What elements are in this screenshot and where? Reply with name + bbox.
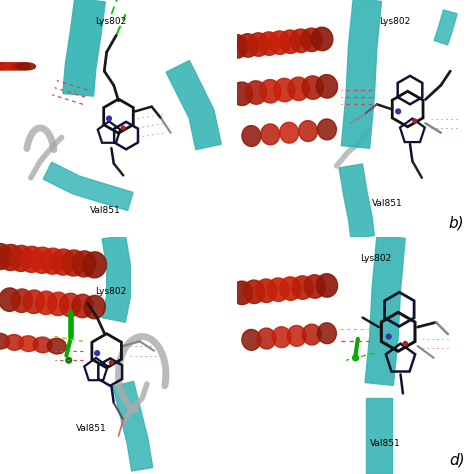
- Circle shape: [396, 109, 401, 114]
- Ellipse shape: [19, 336, 38, 352]
- Ellipse shape: [318, 323, 337, 344]
- Ellipse shape: [242, 329, 261, 350]
- Circle shape: [107, 116, 111, 121]
- Ellipse shape: [20, 246, 44, 273]
- Ellipse shape: [316, 74, 337, 98]
- Text: Lys802: Lys802: [95, 287, 126, 296]
- Ellipse shape: [60, 293, 81, 317]
- Ellipse shape: [316, 273, 337, 297]
- Ellipse shape: [237, 34, 258, 57]
- Ellipse shape: [280, 30, 301, 54]
- Ellipse shape: [72, 251, 96, 277]
- Ellipse shape: [299, 121, 318, 141]
- Ellipse shape: [273, 78, 295, 102]
- Ellipse shape: [47, 292, 69, 316]
- Circle shape: [109, 361, 113, 365]
- Ellipse shape: [227, 35, 248, 58]
- Circle shape: [121, 126, 125, 130]
- Ellipse shape: [311, 27, 333, 51]
- Text: Val851: Val851: [76, 424, 107, 433]
- Ellipse shape: [301, 28, 322, 52]
- Ellipse shape: [290, 29, 311, 53]
- Ellipse shape: [257, 328, 276, 349]
- Circle shape: [66, 357, 72, 363]
- Circle shape: [95, 351, 100, 356]
- Polygon shape: [366, 398, 392, 474]
- Ellipse shape: [255, 279, 277, 302]
- Ellipse shape: [272, 327, 291, 347]
- Polygon shape: [341, 0, 382, 148]
- Ellipse shape: [47, 338, 66, 354]
- Ellipse shape: [83, 252, 107, 278]
- Ellipse shape: [261, 124, 280, 145]
- Ellipse shape: [268, 278, 289, 301]
- Ellipse shape: [23, 290, 45, 313]
- Circle shape: [353, 355, 358, 361]
- Text: Lys802: Lys802: [360, 254, 392, 263]
- Text: b): b): [449, 216, 465, 230]
- Polygon shape: [102, 235, 130, 322]
- Ellipse shape: [30, 247, 54, 273]
- Ellipse shape: [1, 63, 20, 70]
- Ellipse shape: [318, 119, 337, 140]
- Polygon shape: [339, 164, 374, 238]
- Text: Lys802: Lys802: [95, 17, 126, 26]
- Ellipse shape: [11, 289, 32, 312]
- Ellipse shape: [0, 244, 12, 270]
- Circle shape: [413, 119, 417, 123]
- Ellipse shape: [0, 333, 9, 349]
- Circle shape: [386, 334, 391, 339]
- Ellipse shape: [243, 280, 264, 303]
- Ellipse shape: [51, 249, 75, 275]
- Ellipse shape: [280, 277, 301, 301]
- Ellipse shape: [9, 246, 33, 272]
- Ellipse shape: [304, 275, 326, 298]
- Ellipse shape: [288, 77, 309, 100]
- Ellipse shape: [269, 31, 291, 55]
- Ellipse shape: [246, 81, 267, 104]
- Text: Val851: Val851: [90, 206, 121, 215]
- Polygon shape: [434, 10, 457, 45]
- Ellipse shape: [287, 326, 306, 346]
- Text: Val851: Val851: [372, 199, 403, 208]
- Ellipse shape: [6, 63, 25, 70]
- Ellipse shape: [242, 126, 261, 146]
- Ellipse shape: [11, 63, 30, 70]
- Ellipse shape: [5, 335, 24, 350]
- Ellipse shape: [302, 324, 321, 345]
- Polygon shape: [43, 162, 133, 210]
- Text: d): d): [449, 453, 465, 467]
- Ellipse shape: [302, 76, 323, 100]
- Ellipse shape: [280, 122, 299, 143]
- Polygon shape: [166, 61, 221, 150]
- Ellipse shape: [33, 337, 52, 353]
- Ellipse shape: [84, 295, 105, 319]
- Ellipse shape: [0, 63, 9, 70]
- Ellipse shape: [0, 245, 23, 271]
- Ellipse shape: [292, 276, 313, 299]
- Polygon shape: [63, 0, 105, 96]
- Ellipse shape: [0, 288, 20, 311]
- Text: Lys802: Lys802: [379, 17, 410, 26]
- Ellipse shape: [231, 281, 253, 305]
- Ellipse shape: [36, 291, 57, 315]
- Ellipse shape: [258, 32, 280, 55]
- Polygon shape: [113, 382, 153, 471]
- Ellipse shape: [260, 80, 281, 103]
- Circle shape: [403, 341, 407, 346]
- Ellipse shape: [41, 248, 64, 274]
- Text: Val851: Val851: [370, 438, 401, 447]
- Ellipse shape: [72, 294, 93, 318]
- Ellipse shape: [17, 63, 36, 70]
- Ellipse shape: [62, 250, 85, 276]
- Ellipse shape: [248, 33, 269, 56]
- Ellipse shape: [231, 82, 253, 106]
- Ellipse shape: [0, 63, 15, 70]
- Polygon shape: [365, 236, 405, 385]
